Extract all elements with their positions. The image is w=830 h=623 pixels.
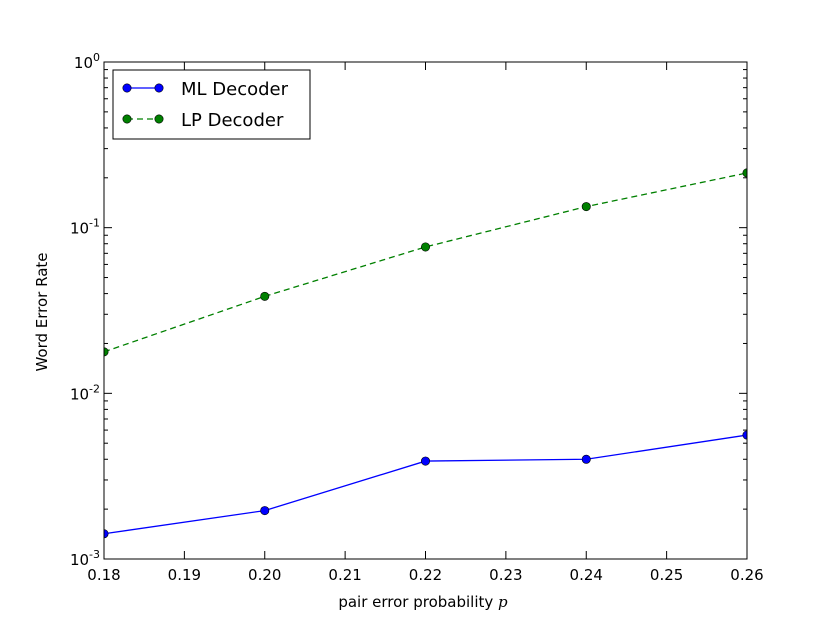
series-point-0 [581,454,591,464]
x-axis-label: pair error probability p [338,593,508,611]
series-point-1 [420,242,430,252]
series-point-1 [581,202,591,212]
legend-entry-lp: LP Decoder [122,110,284,131]
series-point-0 [260,506,270,516]
legend-label-lp: LP Decoder [181,110,284,131]
legend: ML Decoder LP Decoder [112,69,311,140]
x-tick-label: 0.18 [87,566,120,584]
legend-marker-lp [122,114,132,124]
plot-frame [103,61,748,560]
series-point-0 [420,456,430,466]
legend-box [112,69,311,140]
series-line-0 [104,434,747,535]
x-tick-label: 0.21 [328,566,361,584]
y-tick-label: 10-3 [70,548,100,569]
legend-marker-lp [154,114,164,124]
x-tick-label: 0.23 [489,566,522,584]
x-axis-ticks: 0.18 0.19 0.20 0.21 0.22 0.23 0.24 0.25 0.26 [87,62,764,584]
y-tick-label: 10-1 [70,217,100,238]
series-line-1 [104,172,747,353]
x-tick-label: 0.20 [248,566,281,584]
legend-marker-ml [122,83,132,93]
x-tick-label: 0.19 [168,566,201,584]
x-tick-label: 0.24 [570,566,603,584]
plot-area [104,168,747,539]
y-axis-ticks: 100 10-1 10-2 10-3 [70,51,747,569]
x-tick-label: 0.26 [730,566,763,584]
series-point-1 [260,291,270,301]
legend-entry-ml: ML Decoder [122,79,289,100]
y-tick-label: 10-2 [70,382,100,403]
y-tick-label: 100 [74,51,100,72]
x-tick-label: 0.25 [650,566,683,584]
y-axis-label: Word Error Rate [33,252,51,371]
legend-label-ml: ML Decoder [181,79,289,100]
legend-marker-ml [154,83,164,93]
x-tick-label: 0.22 [409,566,442,584]
